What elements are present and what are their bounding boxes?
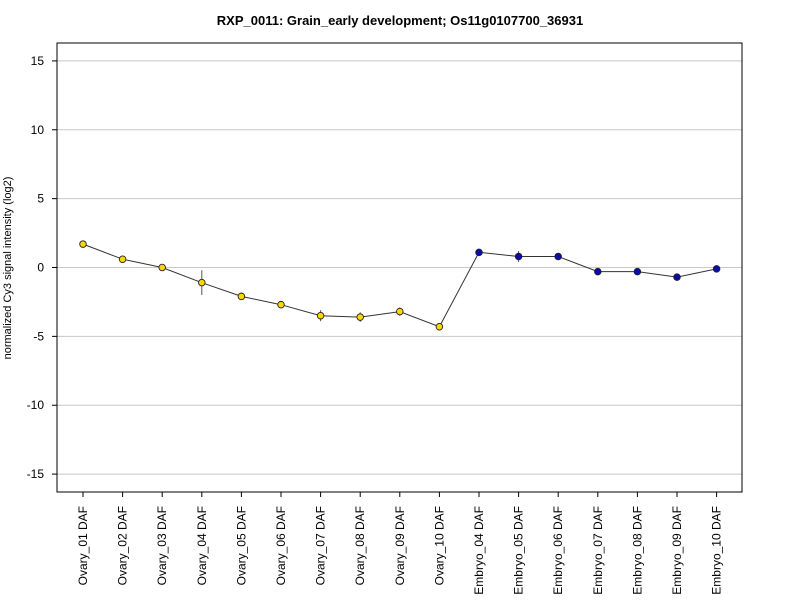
data-point bbox=[712, 265, 721, 273]
x-tick-label: Ovary_09 DAF bbox=[393, 506, 407, 585]
data-point bbox=[673, 273, 681, 281]
x-tick-label: Ovary_08 DAF bbox=[353, 506, 367, 585]
data-point bbox=[158, 263, 166, 272]
y-tick-label: -5 bbox=[33, 329, 44, 343]
data-point bbox=[198, 278, 206, 287]
x-tick-label: Embryo_09 DAF bbox=[670, 506, 684, 595]
x-tick-label: Ovary_02 DAF bbox=[116, 506, 130, 585]
x-tick-label: Embryo_07 DAF bbox=[591, 506, 605, 595]
y-tick-label: -15 bbox=[27, 467, 45, 481]
data-point bbox=[594, 267, 602, 276]
x-tick-label: Ovary_01 DAF bbox=[76, 506, 90, 585]
chart-title: RXP_0011: Grain_early development; Os11g… bbox=[216, 13, 584, 28]
data-point bbox=[237, 292, 246, 301]
data-point bbox=[79, 240, 87, 248]
data-point bbox=[435, 322, 444, 331]
x-tick-label: Embryo_10 DAF bbox=[710, 506, 724, 595]
y-tick-label: 5 bbox=[37, 192, 44, 206]
x-tick-label: Embryo_06 DAF bbox=[551, 506, 565, 595]
data-point bbox=[277, 300, 285, 309]
data-point bbox=[633, 267, 642, 276]
y-tick-label: 0 bbox=[37, 261, 44, 275]
x-tick-label: Ovary_04 DAF bbox=[195, 506, 209, 585]
data-point bbox=[316, 311, 325, 320]
y-tick-label: 15 bbox=[31, 54, 45, 68]
y-tick-label: 10 bbox=[31, 123, 45, 137]
x-tick-label: Ovary_03 DAF bbox=[155, 506, 169, 585]
y-tick-label: -10 bbox=[27, 398, 45, 412]
data-point bbox=[554, 252, 562, 261]
data-point bbox=[514, 252, 523, 261]
x-tick-label: Ovary_07 DAF bbox=[314, 506, 328, 585]
x-tick-label: Ovary_06 DAF bbox=[274, 506, 288, 585]
data-point bbox=[118, 255, 127, 263]
x-tick-label: Embryo_08 DAF bbox=[630, 506, 644, 595]
data-point bbox=[356, 313, 364, 321]
data-point bbox=[475, 248, 483, 257]
x-tick-label: Embryo_04 DAF bbox=[472, 506, 486, 595]
x-tick-label: Ovary_05 DAF bbox=[234, 506, 248, 585]
x-tick-label: Embryo_05 DAF bbox=[512, 506, 526, 595]
x-tick-label: Ovary_10 DAF bbox=[432, 506, 446, 585]
data-point bbox=[396, 307, 404, 316]
